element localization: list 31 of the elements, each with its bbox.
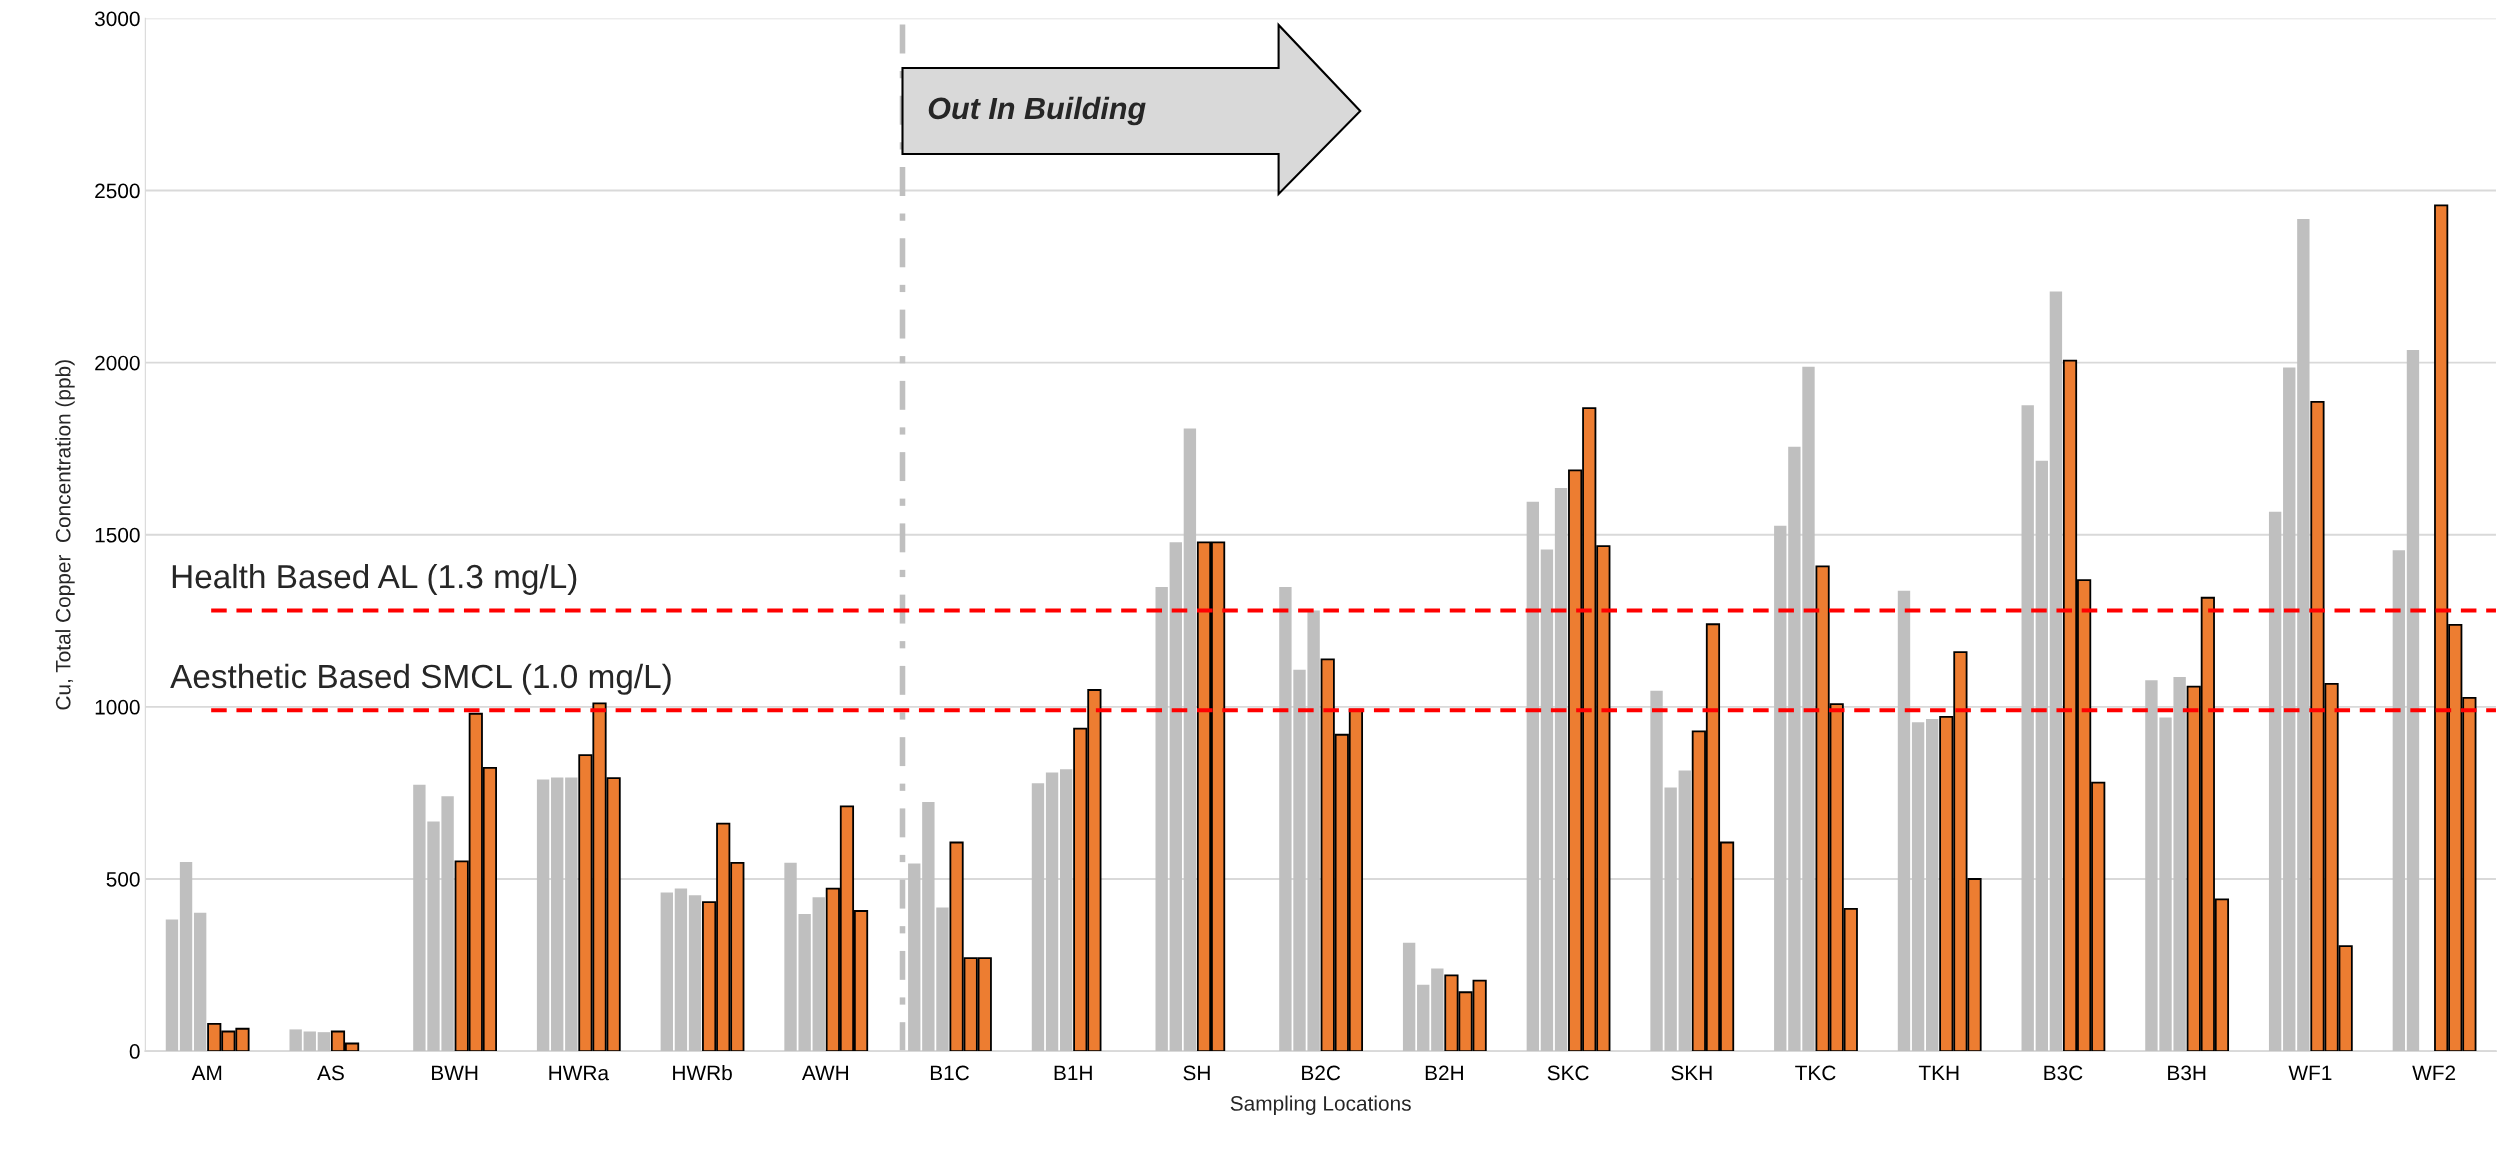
ref-line-label: Aesthetic Based SMCL (1.0 mg/L): [170, 663, 671, 695]
x-tick-label: HWRa: [549, 1065, 610, 1081]
y-tick-label: 1000: [95, 699, 140, 715]
y-tick-label: 1500: [95, 527, 140, 543]
x-tick-label: B3C: [2044, 1065, 2083, 1081]
x-tick-label: B2H: [1425, 1065, 1463, 1081]
x-tick-label: AWH: [801, 1065, 848, 1081]
x-tick-label: TKH: [1918, 1065, 1959, 1081]
annotation: Out In Building: [928, 96, 1146, 126]
x-tick-label: B2C: [1302, 1065, 1341, 1081]
ref-line-label: Health Based AL (1.3 mg/L): [172, 563, 577, 595]
y-tick-label: 2000: [95, 355, 140, 371]
x-tick-label: WF2: [2412, 1065, 2456, 1081]
x-tick-label: AS: [317, 1065, 344, 1081]
x-tick-label: TKC: [1795, 1065, 1836, 1081]
x-tick-label: BWH: [432, 1065, 478, 1081]
y-tick-label: 500: [106, 871, 140, 887]
y-tick-label: 0: [129, 1044, 140, 1059]
x-tick-label: B1H: [1054, 1065, 1092, 1081]
x-tick-label: B1C: [930, 1065, 969, 1081]
x-axis-title: Sampling Locations: [1230, 1095, 1411, 1115]
x-tick-label: SKC: [1547, 1065, 1589, 1081]
x-tick-label: HWRb: [673, 1064, 732, 1081]
x-tick-label: SH: [1183, 1065, 1210, 1081]
x-tick-label: AM: [191, 1065, 222, 1081]
y-tick-label: 3000: [94, 11, 140, 27]
x-tick-label: SKH: [1671, 1065, 1712, 1081]
y-tick-label: 2500: [95, 183, 140, 199]
x-tick-label: WF1: [2288, 1065, 2332, 1081]
x-tick-label: B3H: [2168, 1065, 2206, 1081]
y-axis-title: Cu, Total Copper Concentration (ppb): [55, 360, 75, 710]
